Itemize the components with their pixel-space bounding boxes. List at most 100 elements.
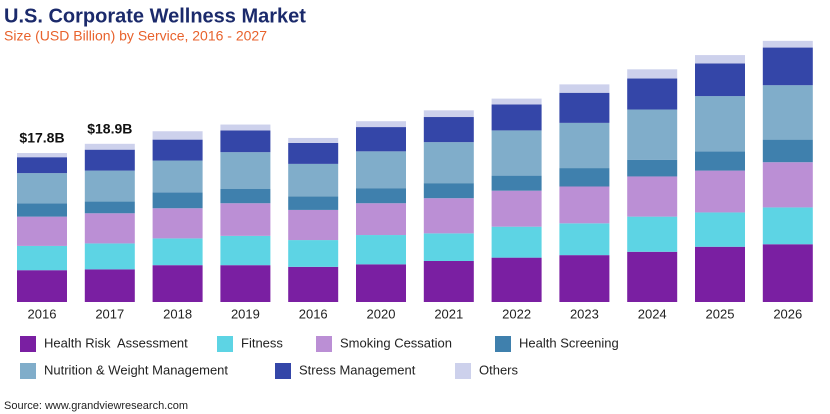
x-tick-label: 2024 [638, 306, 667, 321]
bar-segment [288, 266, 339, 302]
bar-segment [627, 216, 678, 252]
bar-segment [220, 203, 271, 236]
bar-segment [356, 121, 406, 128]
x-tick-label: 2022 [502, 306, 531, 321]
bar-segment [423, 233, 474, 261]
x-tick-label: 2020 [367, 306, 396, 321]
x-tick-label: 2021 [434, 306, 463, 321]
legend-swatch [20, 336, 36, 352]
bar-segment [695, 246, 745, 302]
legend-label: Health Screening [519, 335, 619, 350]
bar-segment [152, 192, 203, 209]
legend-swatch [495, 336, 511, 352]
bar-segment [423, 117, 474, 143]
bar-segment [627, 176, 678, 217]
bar-segment [84, 243, 135, 270]
x-tick-label: 2016 [28, 306, 57, 321]
bar-segment [627, 159, 678, 177]
bar-segment [491, 190, 542, 227]
bar-segment [288, 163, 339, 197]
bar-segment [356, 127, 406, 152]
bar-segment [491, 130, 542, 176]
bar-segment [152, 238, 203, 266]
x-tick-label: 2017 [95, 306, 124, 321]
bar-segment [84, 201, 135, 214]
x-tick-label: 2023 [570, 306, 599, 321]
bar-segment [559, 168, 610, 187]
bar-segment [356, 235, 406, 265]
bar-segment [423, 183, 474, 199]
bar-segment [762, 244, 813, 302]
chart-subtitle: Size (USD Billion) by Service, 2016 - 20… [4, 28, 267, 44]
bar-segment [559, 255, 610, 302]
bar-segment [559, 122, 610, 169]
bar-segment [152, 160, 203, 193]
bar-segment [17, 173, 67, 204]
bar-segment [627, 251, 678, 302]
bar-segment [627, 78, 678, 110]
bar-segment [356, 151, 406, 189]
bar-segment [491, 104, 542, 131]
bar-segment [762, 207, 813, 245]
bar-segment [356, 203, 406, 236]
bar-segment [220, 189, 271, 204]
bar-segment [491, 257, 542, 302]
bar-segment [695, 96, 745, 152]
bar-segment [356, 188, 406, 204]
bar-segment [17, 157, 67, 174]
bar-segment [84, 269, 135, 302]
legend-swatch [275, 363, 291, 379]
bar-segment [423, 142, 474, 184]
bar-segment [17, 245, 67, 271]
legend-label: Nutrition & Weight Management [44, 362, 228, 377]
bar-segment [762, 47, 813, 86]
bar-segment [762, 162, 813, 208]
bar-segment [491, 98, 542, 105]
legend-swatch [455, 363, 471, 379]
legend-swatch [217, 336, 233, 352]
bar-segment [152, 139, 203, 161]
bar-segment [84, 143, 135, 150]
bar-segment [17, 216, 67, 246]
bar-segment [288, 240, 339, 267]
bar-segment [695, 63, 745, 97]
bar-segment [220, 235, 271, 266]
source: Source: www.grandviewresearch.com [4, 400, 188, 412]
bar-segment [762, 139, 813, 163]
bar-segment [84, 213, 135, 244]
bar-segment [491, 175, 542, 191]
bar-segment [559, 223, 610, 256]
legend-label: Fitness [241, 335, 283, 350]
legend-label: Others [479, 362, 519, 377]
bar-segment [84, 170, 135, 202]
bar-segment [288, 142, 339, 164]
bar-segment [152, 208, 203, 239]
bar-segment [423, 198, 474, 234]
total-label: $18.9B [87, 121, 132, 137]
bar-segment [220, 265, 271, 302]
x-tick-label: 2018 [163, 306, 192, 321]
bar-segment [695, 55, 745, 64]
x-tick-label: 2025 [706, 306, 735, 321]
bar-segment [695, 170, 745, 213]
bar-segment [17, 203, 67, 217]
chart-title: U.S. Corporate Wellness Market [4, 5, 306, 27]
bar-segment [559, 186, 610, 224]
legend-label: Smoking Cessation [340, 335, 452, 350]
bar-segment [220, 130, 271, 153]
bar-segment [695, 212, 745, 247]
bar-segment [288, 209, 339, 241]
x-tick-label: 2016 [299, 306, 328, 321]
legend-label: Health Risk Assessment [44, 335, 188, 350]
bar-segment [423, 110, 474, 118]
x-tick-label: 2026 [773, 306, 802, 321]
bar-segment [559, 84, 610, 93]
x-tick-label: 2019 [231, 306, 260, 321]
bar-segment [152, 131, 203, 140]
bar-segment [695, 151, 745, 171]
bar-segment [762, 40, 813, 48]
bar-segment [762, 85, 813, 140]
bar-segment [152, 265, 203, 302]
